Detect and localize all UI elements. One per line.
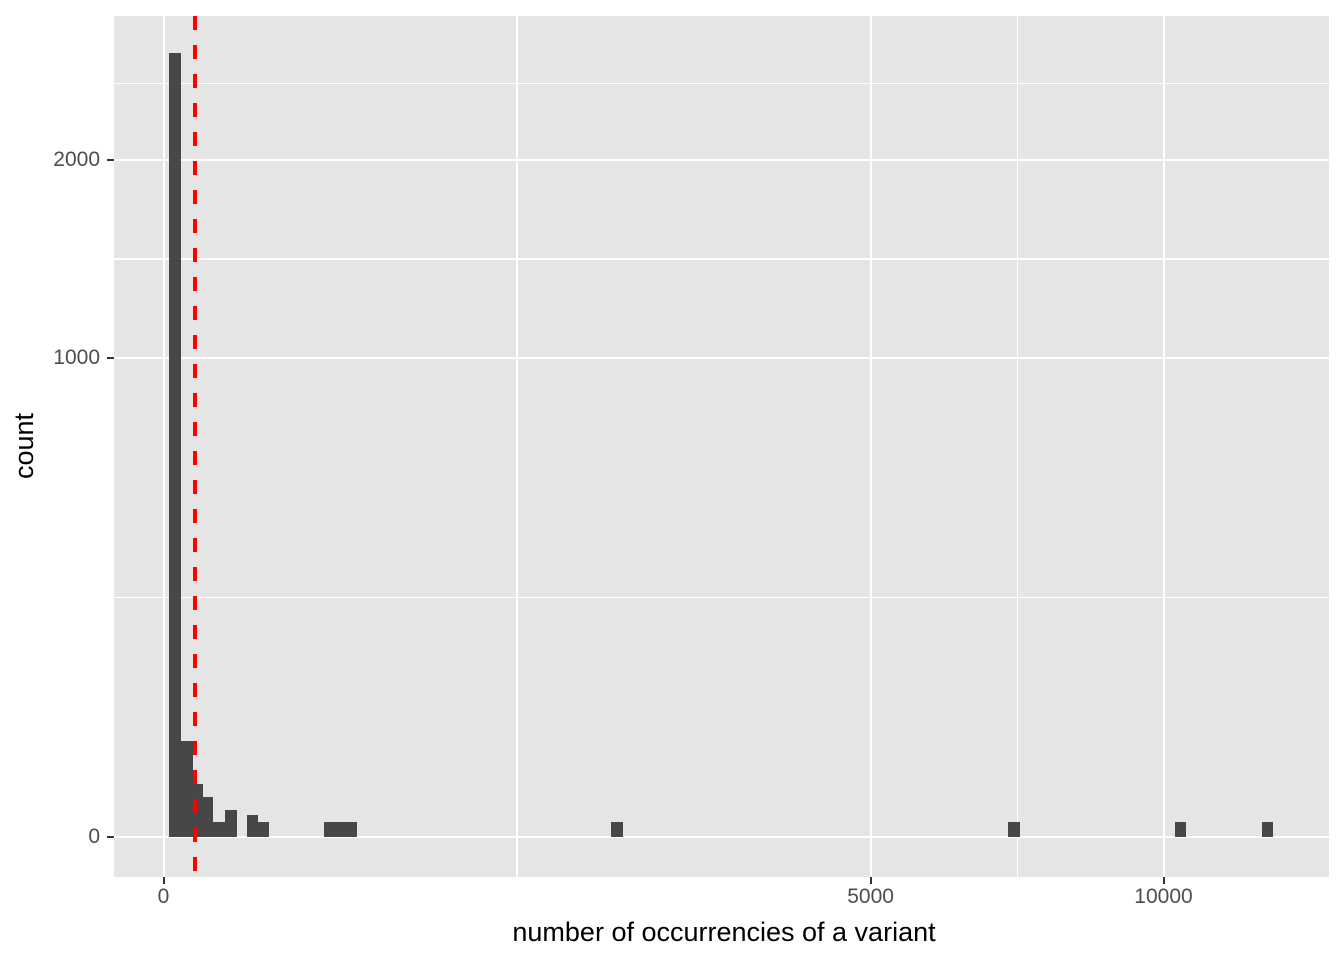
x-axis-title: number of occurrencies of a variant xyxy=(512,917,936,947)
y-tick-label: 1000 xyxy=(53,346,100,370)
histogram-bar xyxy=(225,810,237,837)
threshold-line xyxy=(193,16,197,877)
histogram-bar xyxy=(213,821,226,837)
histogram-bar xyxy=(181,740,193,837)
x-major-gridline xyxy=(162,16,165,877)
x-tick-label: 10000 xyxy=(1134,885,1193,908)
y-tick-label: 2000 xyxy=(53,147,100,171)
histogram-bar xyxy=(257,821,269,837)
x-tick xyxy=(1162,877,1165,884)
y-major-gridline xyxy=(114,835,1329,838)
x-minor-gridline xyxy=(516,16,518,877)
histogram-bar xyxy=(610,821,624,837)
plot-panel xyxy=(114,16,1329,877)
histogram-bar xyxy=(168,53,182,837)
y-tick xyxy=(107,835,114,838)
x-tick xyxy=(869,877,872,884)
x-major-gridline xyxy=(1162,16,1165,877)
y-tick xyxy=(107,357,114,360)
x-minor-gridline xyxy=(1016,16,1018,877)
y-minor-gridline xyxy=(114,596,1329,598)
histogram-bar xyxy=(1261,821,1273,837)
histogram-bar xyxy=(324,821,357,837)
histogram-bar xyxy=(1008,821,1020,837)
y-major-gridline xyxy=(114,158,1329,161)
y-tick-label: 0 xyxy=(88,824,100,848)
y-minor-gridline xyxy=(114,258,1329,260)
histogram-bar xyxy=(246,815,258,837)
x-tick xyxy=(162,877,165,884)
histogram-bar xyxy=(192,784,203,837)
x-tick-label: 5000 xyxy=(847,885,894,908)
x-major-gridline xyxy=(869,16,872,877)
y-axis-title: count xyxy=(9,412,39,480)
histogram-bar xyxy=(202,796,214,837)
y-major-gridline xyxy=(114,357,1329,360)
y-minor-gridline xyxy=(114,83,1329,85)
y-tick xyxy=(107,158,114,161)
histogram-bar xyxy=(1174,821,1186,837)
x-tick-label: 0 xyxy=(157,885,170,908)
